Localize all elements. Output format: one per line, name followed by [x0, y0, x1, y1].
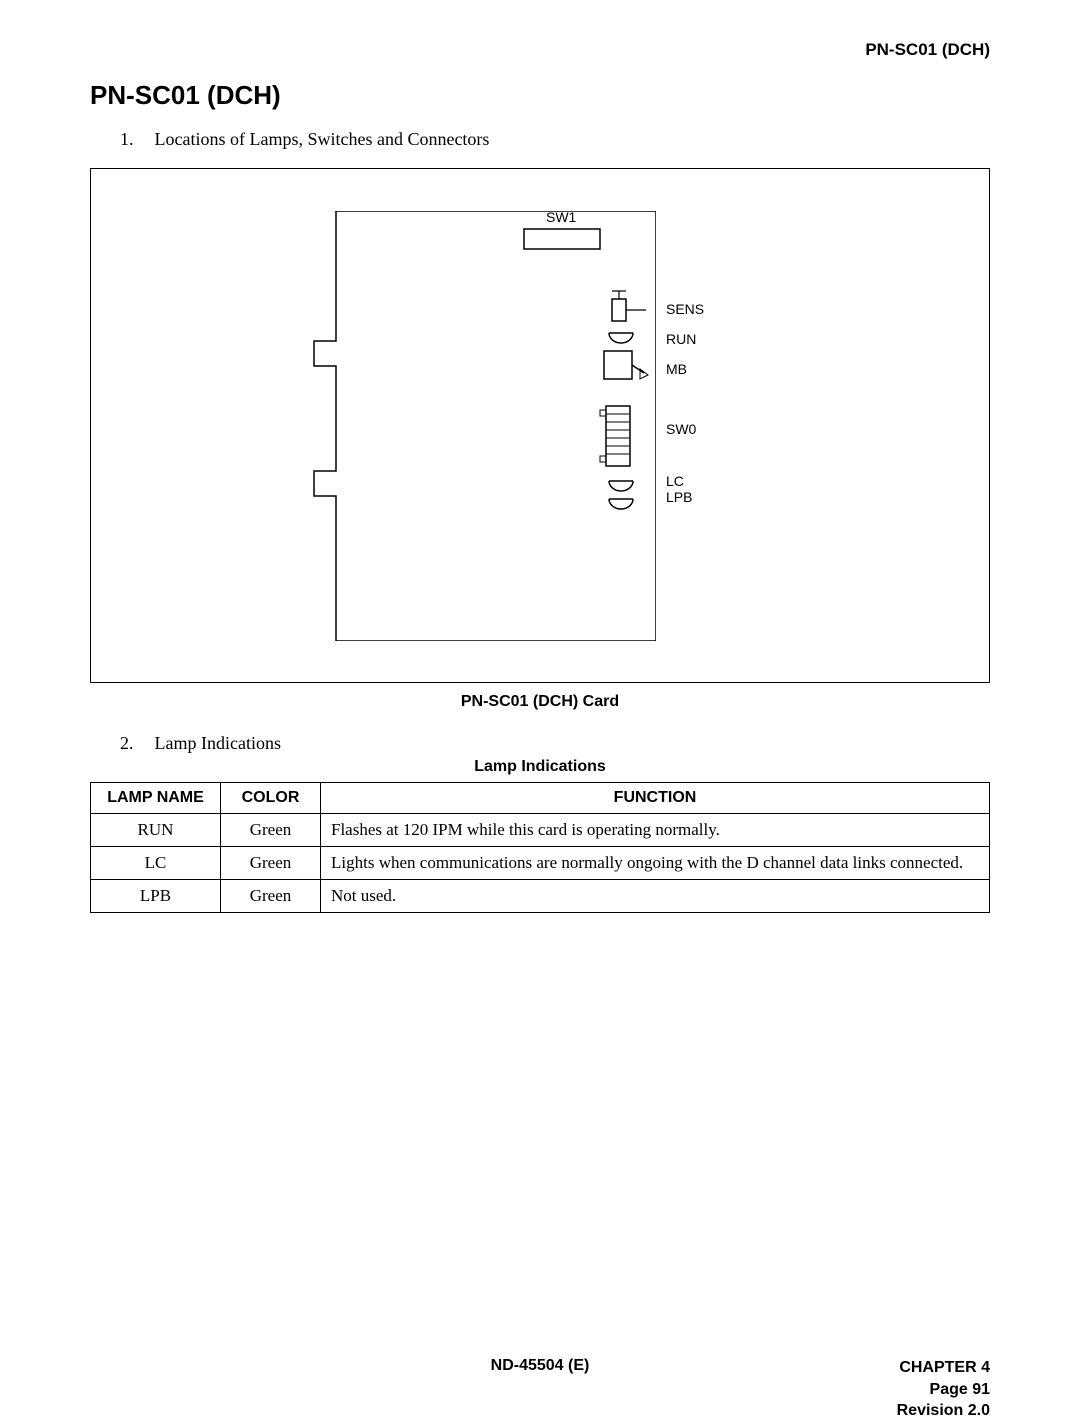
table-row: LPB Green Not used. — [91, 880, 990, 913]
section-1-num: 1. — [120, 129, 150, 150]
card-outline-svg — [306, 211, 656, 641]
section-2: 2. Lamp Indications — [120, 733, 990, 754]
table-header-row: LAMP NAME COLOR FUNCTION — [91, 783, 990, 814]
table-row: LC Green Lights when communications are … — [91, 847, 990, 880]
cell-color: Green — [221, 814, 321, 847]
th-color: COLOR — [221, 783, 321, 814]
table-row: RUN Green Flashes at 120 IPM while this … — [91, 814, 990, 847]
label-sw1: SW1 — [546, 209, 576, 225]
cell-function: Lights when communications are normally … — [321, 847, 990, 880]
table-caption: Lamp Indications — [90, 758, 990, 776]
th-name: LAMP NAME — [91, 783, 221, 814]
cell-function: Flashes at 120 IPM while this card is op… — [321, 814, 990, 847]
cell-color: Green — [221, 880, 321, 913]
label-mb: MB — [666, 361, 687, 377]
footer-doc-id: ND-45504 (E) — [90, 1357, 990, 1375]
cell-name: RUN — [91, 814, 221, 847]
diagram-frame: SW1 SENS RUN MB SW0 LC LPB — [90, 168, 990, 683]
cell-color: Green — [221, 847, 321, 880]
footer-chapter: CHAPTER 4 — [897, 1357, 990, 1379]
cell-name: LPB — [91, 880, 221, 913]
section-2-text: Lamp Indications — [155, 733, 281, 753]
cell-function: Not used. — [321, 880, 990, 913]
label-lpb: LPB — [666, 489, 692, 505]
label-run: RUN — [666, 331, 696, 347]
label-sw0: SW0 — [666, 421, 696, 437]
lamp-table: LAMP NAME COLOR FUNCTION RUN Green Flash… — [90, 782, 990, 913]
cell-name: LC — [91, 847, 221, 880]
card-diagram: SW1 SENS RUN MB SW0 LC LPB — [306, 211, 656, 641]
section-1-text: Locations of Lamps, Switches and Connect… — [155, 129, 490, 149]
footer-revision: Revision 2.0 — [897, 1400, 990, 1422]
th-function: FUNCTION — [321, 783, 990, 814]
header-right: PN-SC01 (DCH) — [90, 40, 990, 60]
section-2-num: 2. — [120, 733, 150, 754]
label-lc: LC — [666, 473, 684, 489]
section-1: 1. Locations of Lamps, Switches and Conn… — [120, 129, 990, 150]
page-title: PN-SC01 (DCH) — [90, 80, 990, 111]
diagram-caption: PN-SC01 (DCH) Card — [90, 693, 990, 711]
label-sens: SENS — [666, 301, 704, 317]
